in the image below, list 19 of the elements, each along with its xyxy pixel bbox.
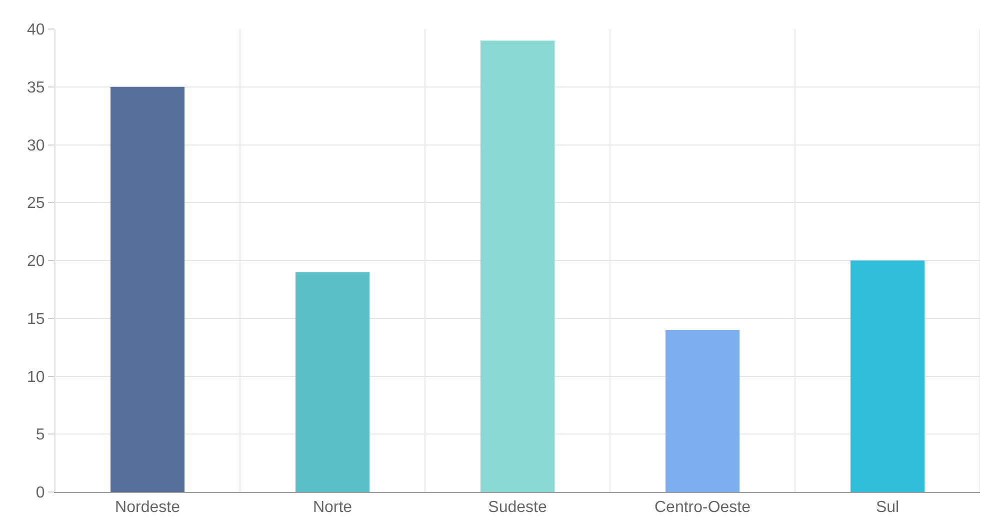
y-tick-label: 25 bbox=[27, 195, 45, 212]
x-tick-label: Norte bbox=[312, 499, 352, 516]
bar bbox=[480, 40, 554, 492]
y-tick-label: 0 bbox=[36, 484, 45, 502]
bar bbox=[666, 330, 740, 492]
bar bbox=[296, 272, 370, 492]
y-tick-label: 5 bbox=[36, 426, 45, 444]
bar bbox=[850, 260, 924, 492]
y-tick-label: 35 bbox=[27, 79, 45, 96]
y-tick-label: 15 bbox=[27, 310, 45, 328]
x-tick-label: Centro-Oeste bbox=[654, 499, 751, 516]
y-tick-label: 40 bbox=[27, 22, 45, 39]
x-tick-label: Nordeste bbox=[115, 499, 180, 516]
y-tick-label: 20 bbox=[27, 253, 45, 270]
y-tick-label: 10 bbox=[27, 368, 45, 386]
bar bbox=[110, 86, 184, 492]
x-tick-label: Sudeste bbox=[488, 499, 547, 516]
y-tick-label: 30 bbox=[27, 137, 45, 154]
x-tick-label: Sul bbox=[876, 499, 900, 516]
